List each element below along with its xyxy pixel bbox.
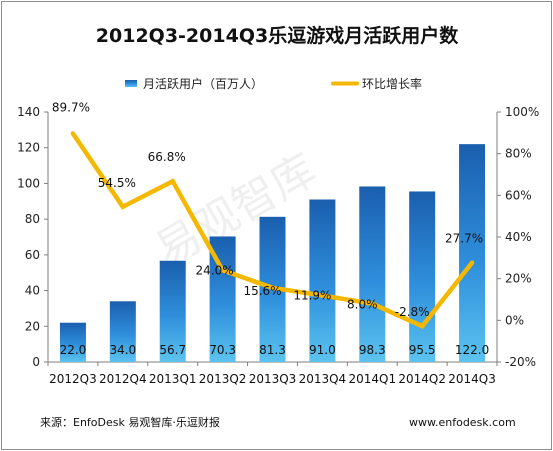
right-tick-label: 80% <box>505 147 532 161</box>
x-tick-label: 2013Q2 <box>199 372 247 386</box>
bar <box>409 191 436 362</box>
bar <box>59 322 86 362</box>
left-tick-label: 100 <box>17 176 40 190</box>
line-value-label: 27.7% <box>445 232 483 246</box>
line-value-label: 15.6% <box>243 284 281 298</box>
footer: 来源：EnfoDesk 易观智库·乐逗财报 www.enfodesk.com <box>40 415 516 429</box>
x-tick-label: 2014Q3 <box>448 372 496 386</box>
bar <box>159 260 186 362</box>
right-tick-label: -20% <box>505 355 536 369</box>
left-tick-label: 40 <box>25 284 40 298</box>
line-value-label: 8.0% <box>347 298 378 312</box>
left-tick-label: 60 <box>25 248 40 262</box>
left-tick-label: 80 <box>25 212 40 226</box>
watermark-text: 易观智库 <box>147 144 325 276</box>
bar-value-label: 95.5 <box>409 343 436 357</box>
bar <box>459 144 486 362</box>
bar-value-label: 22.0 <box>60 343 87 357</box>
growth-line <box>70 131 475 329</box>
legend: 月活跃用户（百万人） 环比增长率 <box>125 76 422 91</box>
x-tick-label: 2013Q3 <box>249 372 297 386</box>
legend-line-label: 环比增长率 <box>362 76 422 91</box>
chart-title: 2012Q3-2014Q3乐逗游戏月活跃用户数 <box>96 24 459 47</box>
bar-value-label: 91.0 <box>309 343 336 357</box>
footer-website: www.enfodesk.com <box>409 416 516 429</box>
right-tick-label: 60% <box>505 188 532 202</box>
right-tick-label: 100% <box>505 105 539 119</box>
right-tick-label: 0% <box>505 313 524 327</box>
x-tick-label: 2014Q2 <box>398 372 446 386</box>
watermark: 易观智库 <box>147 144 325 276</box>
bar-value-label: 56.7 <box>159 343 186 357</box>
line-value-label: 24.0% <box>196 263 234 277</box>
bar <box>309 199 336 362</box>
footer-source: 来源：EnfoDesk 易观智库·乐逗财报 <box>40 415 220 429</box>
legend-bar-swatch <box>125 80 137 87</box>
bar <box>109 301 136 362</box>
x-tick-label: 2012Q3 <box>49 372 97 386</box>
bar-value-label: 122.0 <box>455 343 489 357</box>
line-value-label: 54.5% <box>98 176 136 190</box>
x-tick-label: 2013Q4 <box>299 372 347 386</box>
left-tick-label: 20 <box>25 319 40 333</box>
line-value-label: 89.7% <box>52 100 90 114</box>
x-tick-label: 2014Q1 <box>348 372 396 386</box>
right-tick-label: 40% <box>505 230 532 244</box>
line-value-label: 66.8% <box>148 150 186 164</box>
bar-value-label: 70.3 <box>209 343 236 357</box>
left-tick-label: 0 <box>32 355 40 369</box>
left-tick-label: 120 <box>17 141 40 155</box>
bar-value-label: 98.3 <box>359 343 386 357</box>
left-tick-label: 140 <box>17 105 40 119</box>
x-tick-label: 2012Q4 <box>99 372 147 386</box>
right-tick-label: 20% <box>505 272 532 286</box>
line-value-label: 11.9% <box>293 289 331 303</box>
bar <box>359 186 386 362</box>
line-value-label: -2.8% <box>395 305 430 319</box>
x-tick-label: 2013Q1 <box>149 372 197 386</box>
plot-area: 0 20 40 60 80 100 120 140 -20% 0% 20% 40% 60% 80% 100%… <box>17 100 539 386</box>
bar-value-label: 81.3 <box>259 343 286 357</box>
legend-bar-label: 月活跃用户（百万人） <box>143 76 263 91</box>
bar-value-label: 34.0 <box>109 343 136 357</box>
